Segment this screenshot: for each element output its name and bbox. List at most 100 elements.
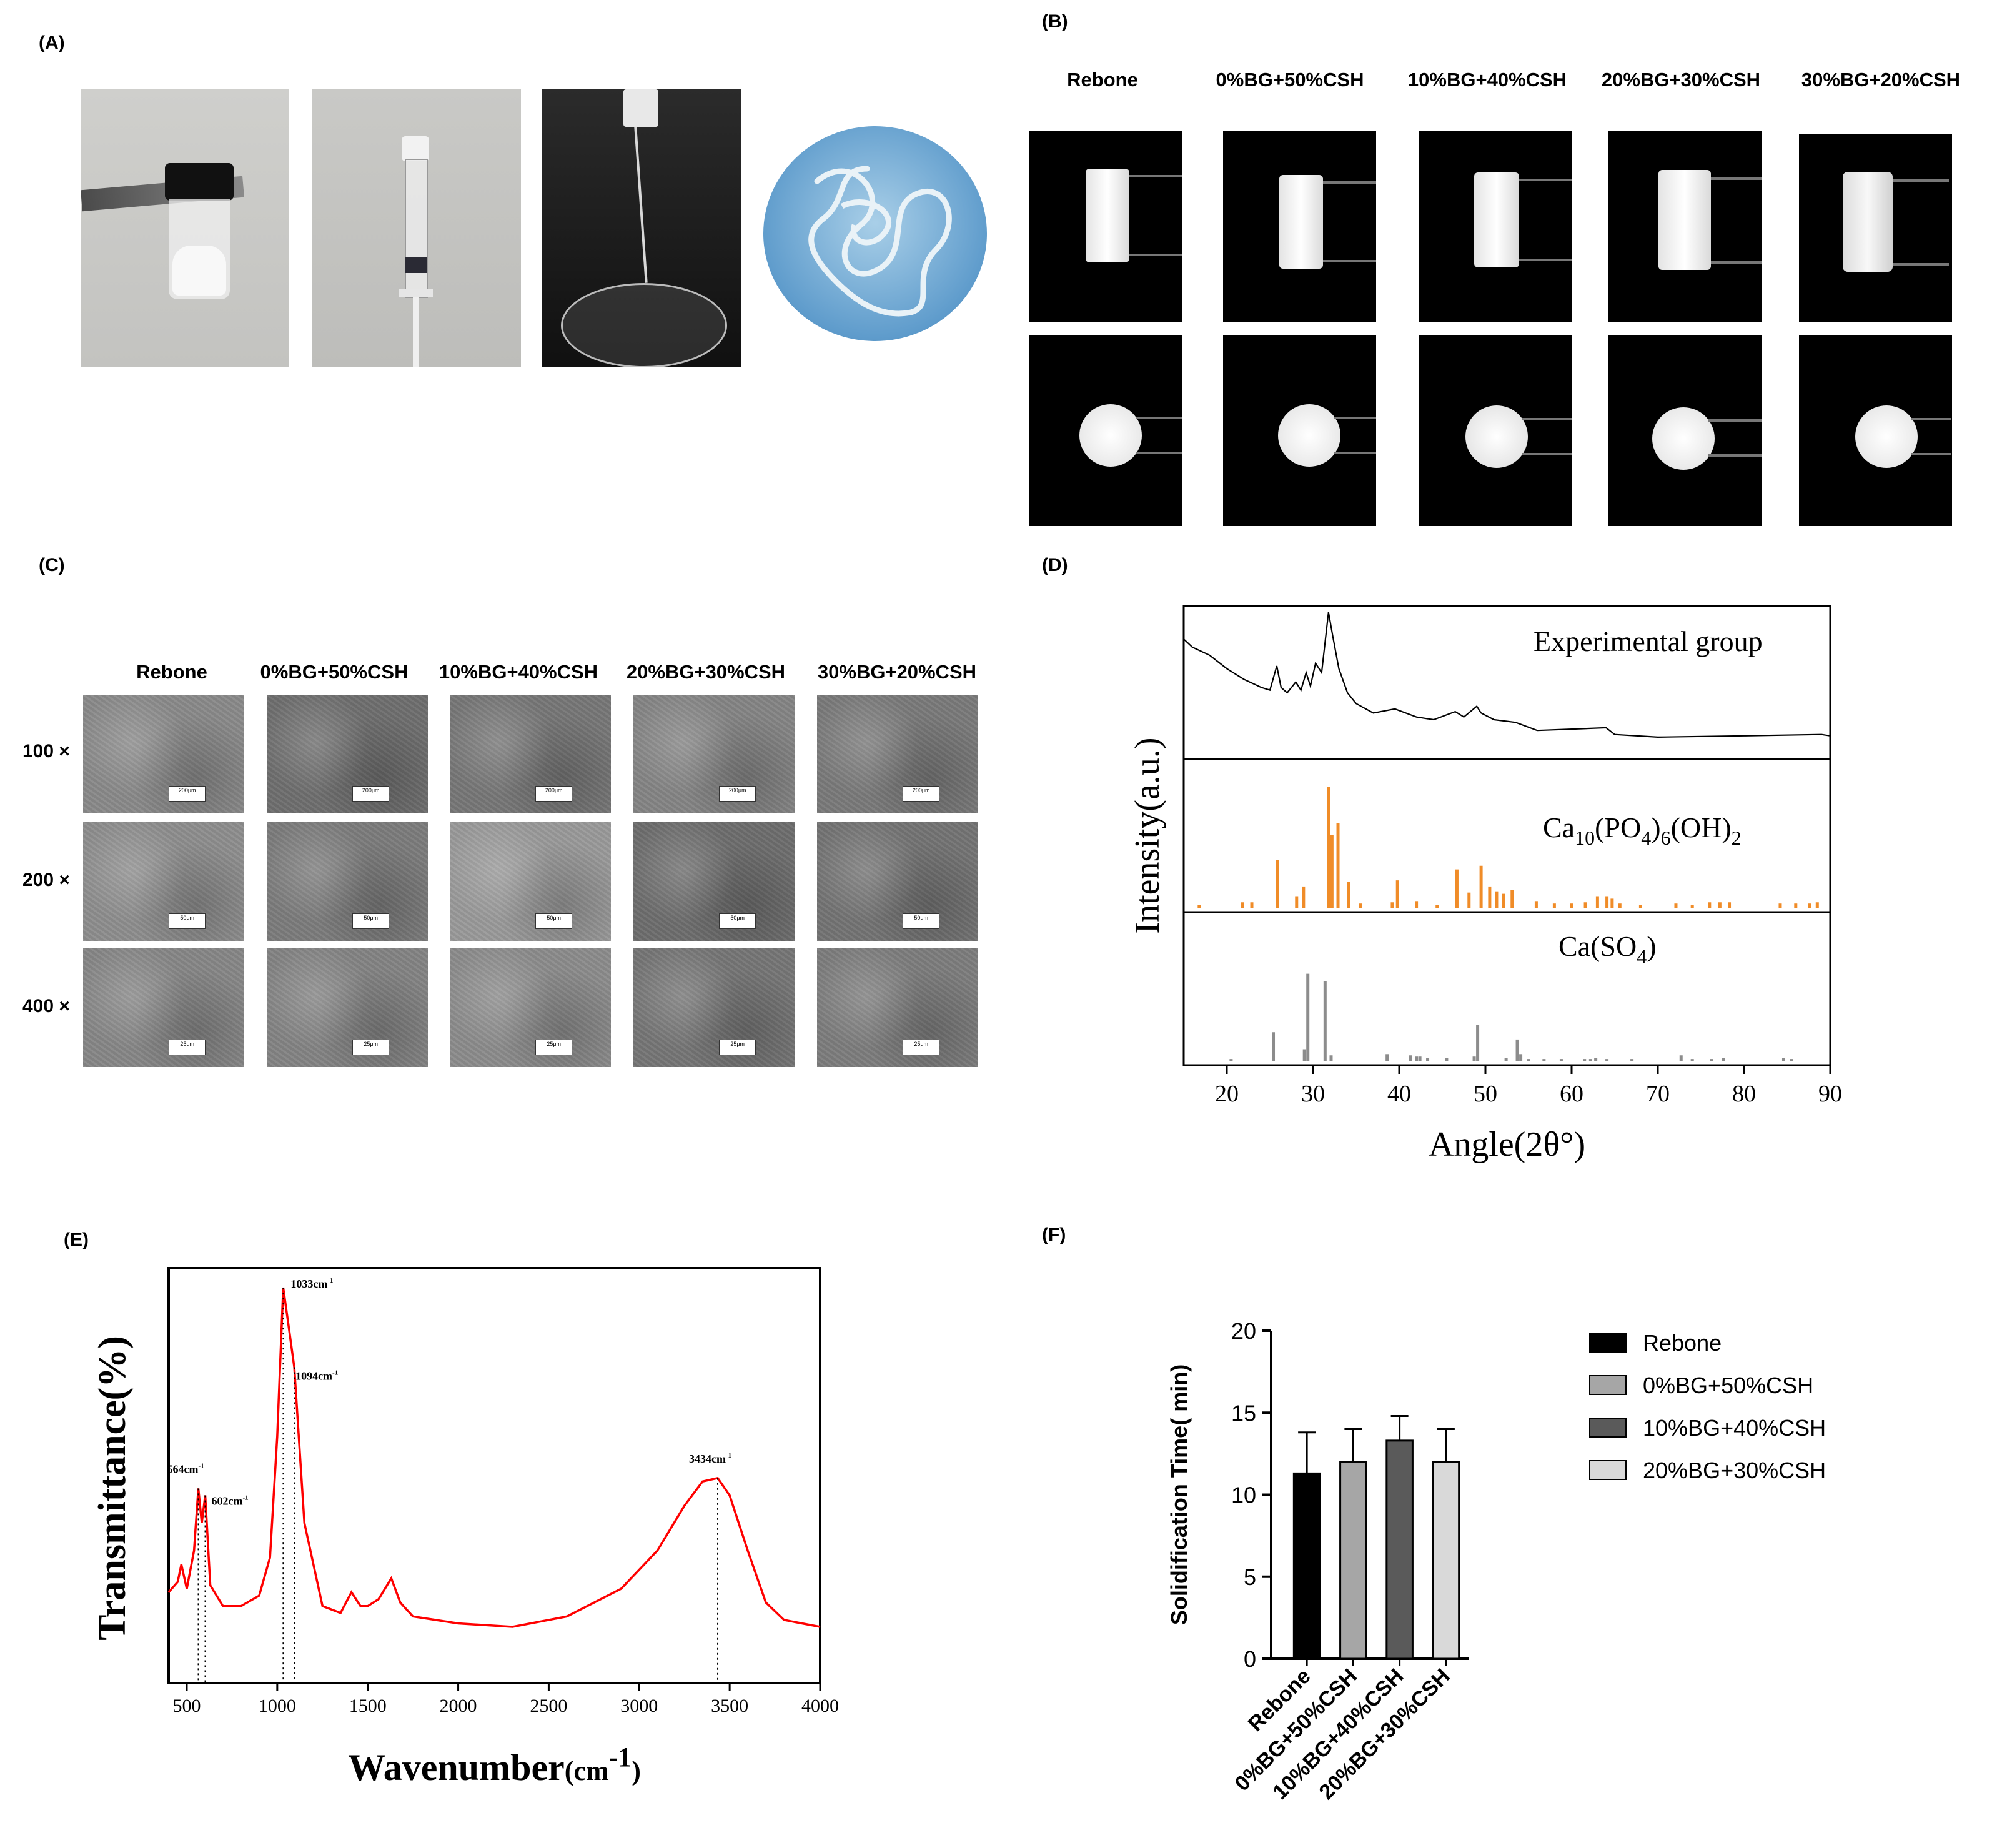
sem-scalebar: 200μm: [719, 786, 756, 802]
photo-petri-dish: [761, 125, 991, 344]
y-axis-title: Solidification Time( min): [1166, 1364, 1192, 1625]
series-label-caso4: Ca(SO4): [1558, 930, 1657, 968]
y-tick-label: 5: [1244, 1564, 1256, 1590]
peak-label: 1033cm-1: [290, 1277, 333, 1290]
peak-label: 564cm-1: [167, 1462, 204, 1475]
sem-scalebar: 25μm: [903, 1040, 940, 1055]
sem-scalebar: 25μm: [169, 1040, 206, 1055]
peak-label: 3434cm-1: [689, 1452, 731, 1465]
x-tick-label: 60: [1560, 1081, 1583, 1107]
legend-label: Rebone: [1643, 1330, 1722, 1356]
sample-side-10bg: [1419, 131, 1572, 322]
sem-scalebar: 200μm: [169, 786, 206, 802]
panel-b-col-0bg: 0%BG+50%CSH: [1216, 69, 1364, 91]
plot-frame: [1182, 605, 1831, 1066]
sample-side-30bg: [1799, 134, 1952, 322]
panel-c-col-rebone: Rebone: [136, 661, 207, 683]
sample-side-rebone: [1029, 131, 1182, 322]
legend-swatch: [1589, 1375, 1627, 1395]
y-tick-label: 10: [1231, 1483, 1256, 1508]
bar: [1292, 1472, 1321, 1660]
sem-image: 25μm: [817, 948, 978, 1067]
sem-scalebar: 200μm: [352, 786, 390, 802]
xrd-chart: Experimental group Ca10(PO4)6(OH)2 Ca(SO4)…: [1128, 605, 1842, 1164]
panel-f-label: (F): [1042, 1225, 1066, 1245]
legend-swatch: [1589, 1333, 1627, 1353]
x-tick-label: 2500: [530, 1696, 567, 1716]
series-label-hap: Ca10(PO4)6(OH)2: [1543, 812, 1742, 849]
panel-b-col-30bg: 30%BG+20%CSH: [1801, 69, 1961, 91]
x-tick-label: 50: [1474, 1081, 1497, 1107]
plot-frame: [167, 1267, 821, 1684]
y-axis-title: Transmittance(%): [91, 1336, 134, 1641]
peak-label: 1094cm-1: [295, 1369, 338, 1383]
x-tick-label: 20: [1215, 1081, 1239, 1107]
x-tick-label: 30: [1301, 1081, 1325, 1107]
sem-image: 200μm: [450, 695, 611, 813]
sample-end-10bg: [1419, 335, 1572, 526]
photo-vial-powder: [81, 89, 289, 367]
panel-d-label: (D): [1042, 555, 1068, 575]
sem-image: 50μm: [83, 822, 244, 941]
sem-scalebar: 50μm: [169, 913, 206, 929]
sem-image: 50μm: [267, 822, 428, 941]
x-tick-label: 3500: [711, 1696, 748, 1716]
y-tick-label: 0: [1244, 1646, 1256, 1672]
x-axis-title: Angle(2θ°): [1429, 1125, 1585, 1164]
x-tick-label: 40: [1387, 1081, 1411, 1107]
panel-b-label: (B): [1042, 11, 1068, 32]
x-tick-label: 80: [1732, 1081, 1756, 1107]
x-tick-label: 1500: [349, 1696, 387, 1716]
legend-label: 0%BG+50%CSH: [1643, 1373, 1813, 1398]
x-axis-title: Wavenumber(cm-1): [348, 1742, 641, 1788]
sem-image: 25μm: [633, 948, 795, 1067]
sem-image: 50μm: [817, 822, 978, 941]
sem-image: 50μm: [633, 822, 795, 941]
bar: [1339, 1461, 1367, 1660]
panel-c-row-100x: 100 ×: [22, 741, 70, 762]
sem-image: 200μm: [817, 695, 978, 813]
panel-c-col-0bg: 0%BG+50%CSH: [260, 661, 409, 683]
photo-syringe: [312, 89, 521, 367]
sem-image: 50μm: [450, 822, 611, 941]
sem-scalebar: 25μm: [535, 1040, 573, 1055]
sem-image: 25μm: [450, 948, 611, 1067]
sample-end-30bg: [1799, 335, 1952, 526]
panel-a-label: (A): [39, 32, 65, 53]
sem-image: 200μm: [267, 695, 428, 813]
legend-swatch: [1589, 1460, 1627, 1480]
y-tick-label: 20: [1231, 1318, 1256, 1344]
panel-c-row-400x: 400 ×: [22, 996, 70, 1016]
sem-scalebar: 50μm: [535, 913, 573, 929]
ftir-chart: 564cm-1 602cm-1 1033cm-1 1094cm-1 3434cm-1 50…: [91, 1267, 839, 1788]
y-axis-title: Intensity(a.u.): [1128, 737, 1167, 933]
x-tick-label: 3000: [620, 1696, 658, 1716]
sem-image: 25μm: [83, 948, 244, 1067]
panel-c-col-30bg: 30%BG+20%CSH: [817, 661, 977, 683]
sample-end-rebone: [1029, 335, 1182, 526]
panel-c-label: (C): [39, 555, 65, 575]
panel-c-col-10bg: 10%BG+40%CSH: [439, 661, 598, 683]
sem-image: 200μm: [83, 695, 244, 813]
sample-end-20bg: [1608, 335, 1762, 526]
sem-scalebar: 50μm: [352, 913, 390, 929]
sample-side-0bg: [1223, 131, 1376, 322]
bar: [1385, 1439, 1414, 1660]
legend-label: 20%BG+30%CSH: [1643, 1458, 1826, 1483]
panel-c-row-200x: 200 ×: [22, 870, 70, 890]
sem-image: 200μm: [633, 695, 795, 813]
series-experimental-line: [1183, 612, 1831, 738]
x-tick-label: 4000: [801, 1696, 839, 1716]
x-tick-label: 70: [1646, 1081, 1670, 1107]
ftir-line: [167, 1287, 821, 1628]
sem-scalebar: 200μm: [903, 786, 940, 802]
panel-b-col-rebone: Rebone: [1067, 69, 1138, 91]
extruded-filament: [808, 166, 952, 317]
sample-side-20bg: [1608, 131, 1762, 322]
sem-image: 25μm: [267, 948, 428, 1067]
sem-scalebar: 25μm: [352, 1040, 390, 1055]
legend-swatch: [1589, 1418, 1627, 1438]
x-tick-label: 90: [1818, 1081, 1842, 1107]
solidification-chart: 0 5 10 15 20 Solidification Time( min) Rebone 0…: [1166, 1318, 1826, 1804]
